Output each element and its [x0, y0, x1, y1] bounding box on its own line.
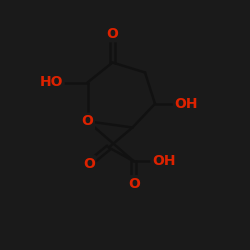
Text: O: O [106, 27, 118, 41]
Text: HO: HO [40, 76, 63, 90]
Text: O: O [83, 157, 95, 171]
Text: O: O [82, 114, 94, 128]
Text: OH: OH [152, 154, 176, 168]
Text: O: O [128, 177, 140, 191]
Text: OH: OH [174, 97, 198, 111]
